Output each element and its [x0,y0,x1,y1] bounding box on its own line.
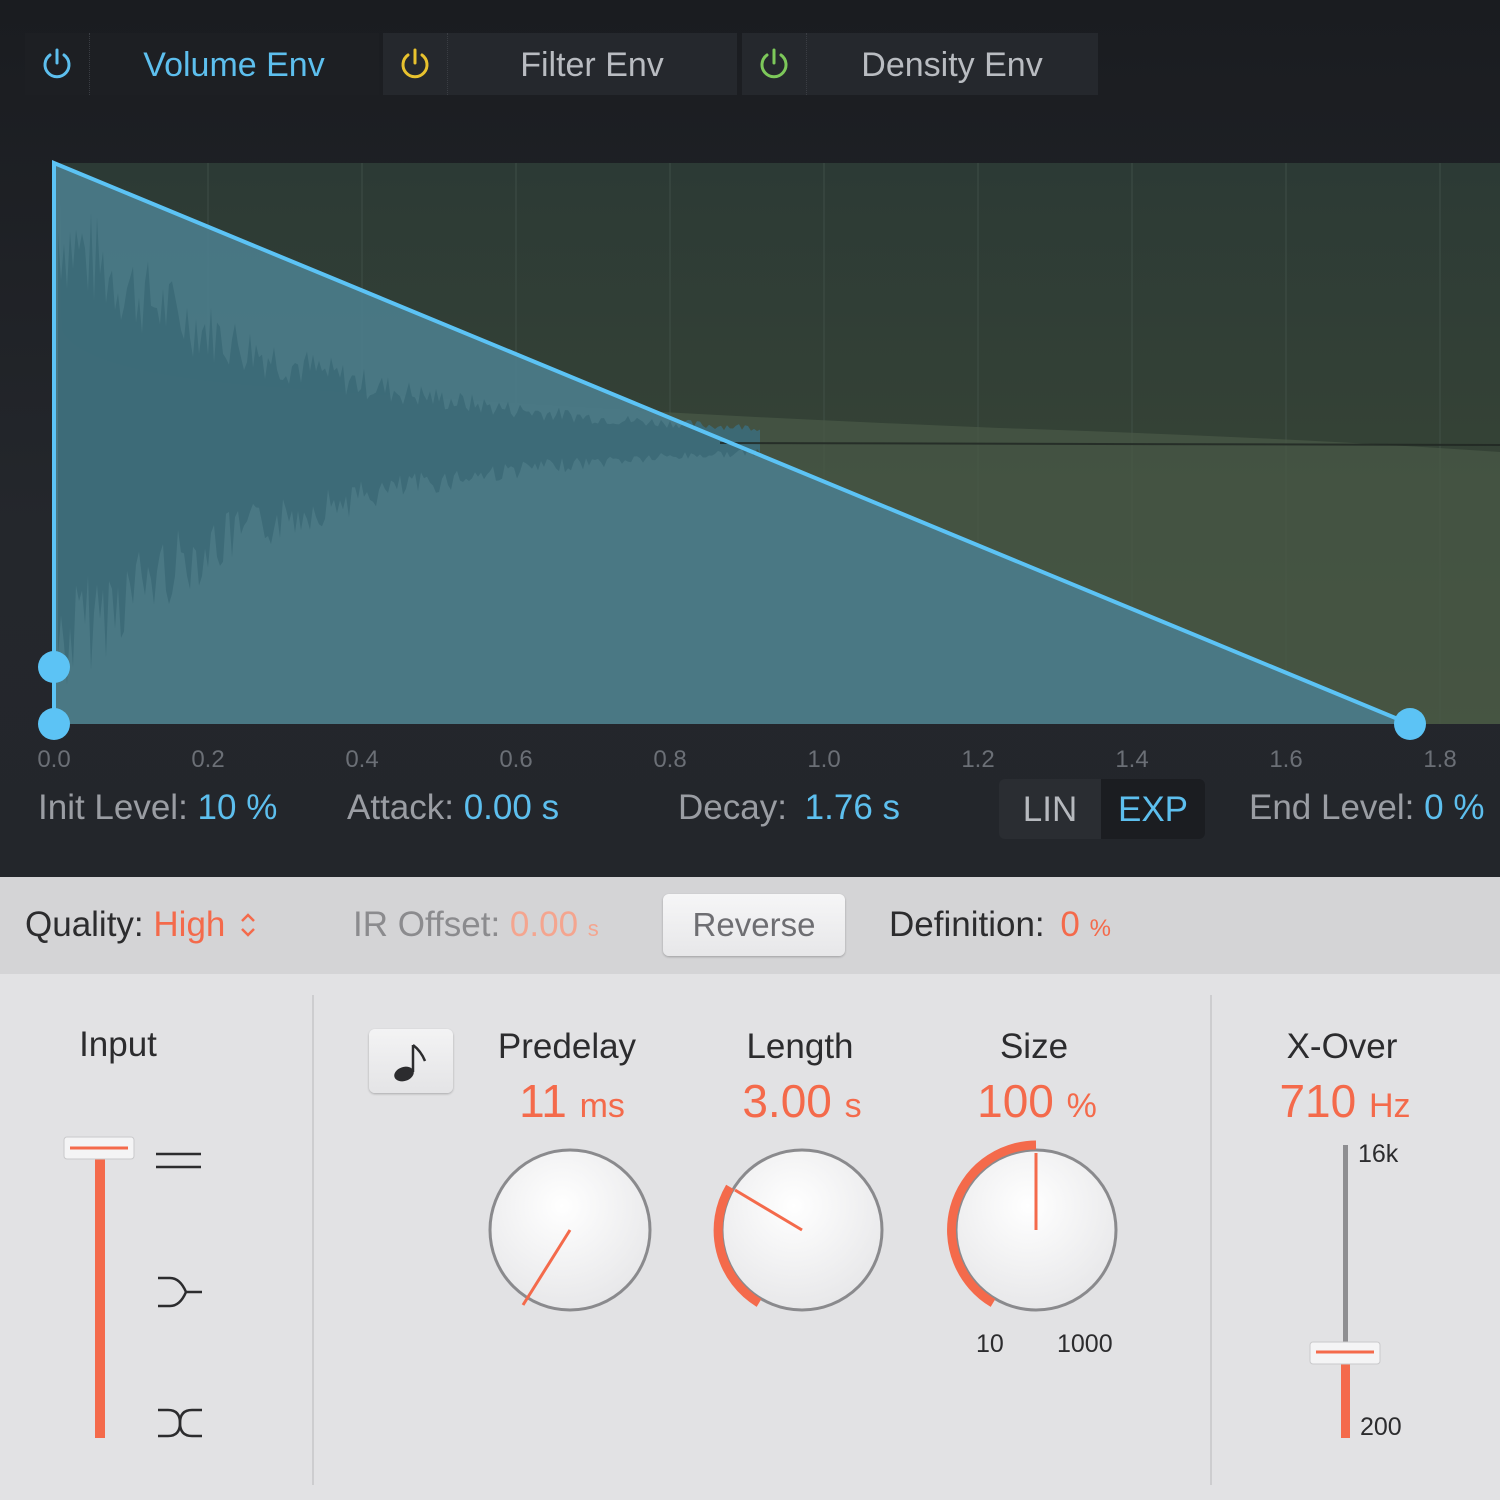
size-value: 100 [977,1075,1054,1127]
ir-offset-label: IR Offset: [353,905,501,944]
decay-end-handle[interactable] [1394,708,1426,740]
xover-readout[interactable]: 710 Hz [1245,1074,1445,1128]
x-tick-label: 1.2 [961,746,995,773]
reverse-button[interactable]: Reverse [663,894,845,956]
input-label: Input [79,1025,157,1064]
quality-value[interactable]: High [153,905,226,944]
definition-param[interactable]: Definition: 0 % [889,905,1111,945]
ir-offset-value[interactable]: 0.00 [509,905,579,944]
init-level-param[interactable]: Init Level: 10 % [38,788,277,828]
length-label: Length [746,1027,854,1066]
size-scale-max: 1000 [1057,1330,1113,1358]
lin-button[interactable]: LIN [1022,790,1078,829]
tab-filter-env-label: Filter Env [520,46,664,84]
x-tick-label: 0.0 [37,746,71,773]
end-level-value[interactable]: 0 % [1424,788,1485,827]
updown-chevron-icon [241,913,255,937]
swap-icon[interactable] [158,1408,202,1438]
decay-label: Decay: [678,788,787,827]
length-knob[interactable] [707,1135,897,1325]
predelay-readout[interactable]: 11 ms [467,1074,677,1128]
sum-mono-icon[interactable] [158,1276,202,1308]
xover-fader-track [1343,1145,1348,1345]
knob-value-arc [713,1184,762,1307]
filter-env-power-button[interactable] [383,33,448,95]
init-level-handle[interactable] [38,651,70,683]
input-fader[interactable] [55,1130,215,1450]
envelope-line [52,160,1411,726]
music-note-icon [394,1044,427,1082]
quality-label: Quality: [25,905,144,944]
power-icon [760,48,788,79]
definition-label: Definition: [889,905,1045,944]
definition-value[interactable]: 0 [1060,905,1080,944]
stereo-icon[interactable] [156,1152,201,1169]
tab-density-env-label: Density Env [861,46,1043,84]
x-tick-label: 1.6 [1269,746,1303,773]
xover-scale-max: 16k [1358,1140,1399,1168]
ir-waveform [58,213,760,685]
tab-density-env[interactable]: Density Env [742,33,1098,95]
size-unit: % [1066,1087,1097,1125]
length-unit: s [844,1087,862,1125]
size-knob[interactable] [941,1135,1131,1325]
section-divider [312,995,314,1485]
xover-fader[interactable] [1300,1135,1400,1445]
knob-value-arc [947,1140,1037,1307]
tab-volume-env-label: Volume Env [143,46,325,84]
exp-button[interactable]: EXP [1101,779,1205,839]
start-handle[interactable] [38,708,70,740]
knob-pointer [521,1229,572,1306]
x-tick-label: 0.2 [191,746,225,773]
end-level-param[interactable]: End Level: 0 % [1249,788,1484,828]
tab-filter-env[interactable]: Filter Env [383,33,737,95]
curve-mode-toggle: LIN EXP [999,779,1205,839]
xover-unit: Hz [1368,1087,1411,1125]
size-readout[interactable]: 100 % [932,1074,1142,1128]
quality-selector[interactable]: Quality: High [25,905,257,945]
decay-param[interactable]: Decay: 1.76 s [678,788,900,828]
volume-env-power-button[interactable] [25,33,90,95]
xover-value: 710 [1279,1075,1357,1127]
end-level-label: End Level: [1249,788,1415,827]
x-tick-label: 0.4 [345,746,379,773]
init-level-label: Init Level: [38,788,188,827]
length-readout[interactable]: 3.00 s [697,1074,907,1128]
init-level-value[interactable]: 10 % [197,788,278,827]
predelay-value: 11 [519,1075,567,1127]
envelope-graph[interactable] [0,120,1500,770]
ir-tail-line [719,442,1500,446]
xover-label: X-Over [1286,1027,1398,1066]
length-value: 3.00 [742,1075,832,1127]
tab-volume-env[interactable]: Volume Env [25,33,379,95]
size-scale-min: 10 [976,1330,1004,1358]
size-label: Size [999,1027,1069,1066]
density-env-power-button[interactable] [742,33,807,95]
x-tick-label: 1.4 [1115,746,1149,773]
ir-offset-param[interactable]: IR Offset: 0.00 s [353,905,599,945]
tempo-sync-button[interactable] [369,1029,453,1093]
input-fader-track [95,1148,105,1438]
x-tick-label: 0.8 [653,746,687,773]
ir-offset-unit: s [587,916,599,941]
section-divider [1210,995,1212,1485]
knob-pointer [734,1188,803,1232]
xover-scale-min: 200 [1360,1413,1402,1441]
x-tick-label: 1.8 [1423,746,1457,773]
x-tick-label: 0.6 [499,746,533,773]
decay-value[interactable]: 1.76 s [804,788,901,827]
power-icon [401,48,429,79]
predelay-label: Predelay [497,1027,637,1066]
attack-value[interactable]: 0.00 s [463,788,560,827]
definition-unit: % [1089,915,1111,942]
power-icon [43,48,71,79]
x-tick-label: 1.0 [807,746,841,773]
predelay-knob[interactable] [475,1135,665,1325]
predelay-unit: ms [579,1087,625,1125]
attack-param[interactable]: Attack: 0.00 s [347,788,559,828]
xover-fader-fill [1341,1345,1350,1438]
attack-label: Attack: [347,788,454,827]
